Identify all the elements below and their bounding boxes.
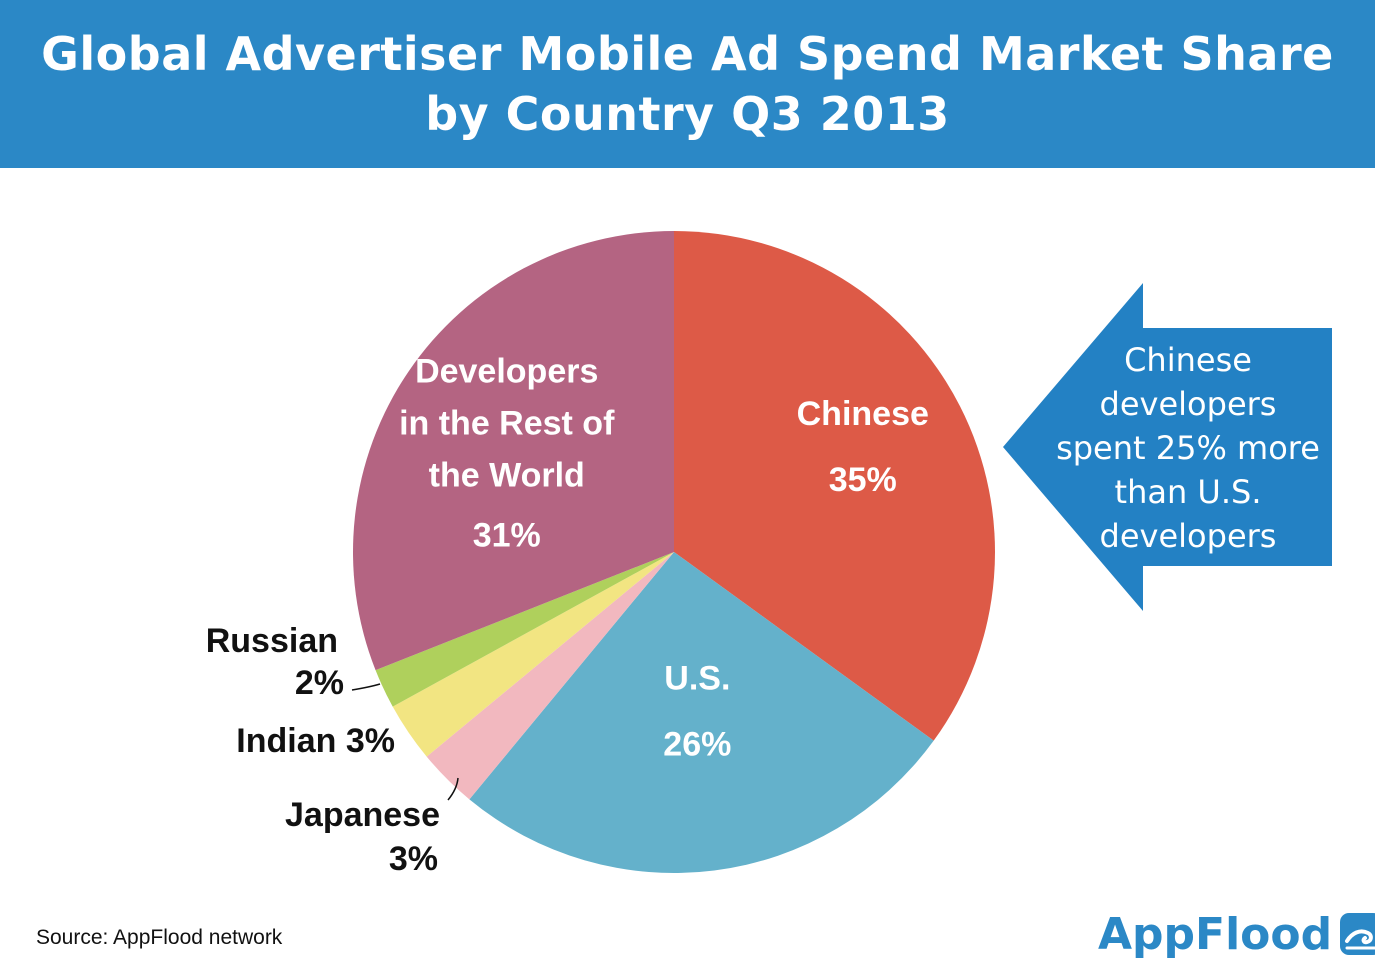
- name-label-u-s: U.S.: [664, 660, 730, 698]
- slice-indian: [392, 552, 674, 757]
- slice-developers-in-the-rest-of-the-world: [353, 231, 674, 671]
- source-note: Source: AppFlood network: [36, 926, 283, 949]
- slice-russian: [375, 552, 674, 707]
- name-label-japanese: Japanese: [285, 796, 440, 834]
- value-label-chinese: 35%: [829, 461, 897, 499]
- leader-line-japanese: [447, 777, 459, 801]
- appflood-wave-icon: [1340, 913, 1375, 955]
- chart-title: Global Advertiser Mobile Ad Spend Market…: [41, 27, 1334, 141]
- slice-chinese: [674, 231, 995, 741]
- name-label-russian: Russian: [206, 622, 338, 660]
- label-indian: Indian 3%: [236, 722, 395, 760]
- name-label-developers-in-the-rest-of-the-world: in the Rest of: [399, 404, 615, 442]
- name-label-chinese: Chinese: [797, 395, 929, 433]
- name-label-developers-in-the-rest-of-the-world: Developers: [415, 352, 598, 390]
- name-label-developers-in-the-rest-of-the-world: the World: [429, 456, 585, 494]
- leader-line-russian: [351, 683, 381, 691]
- slice-labels: Chinese 35% U.S. 26% Japanese 3% Indian 3% Russ…: [206, 352, 929, 878]
- logo-text: AppFlood: [1098, 908, 1333, 960]
- value-label-russian: 2%: [295, 664, 344, 702]
- value-label-developers-in-the-rest-of-the-world: 31%: [473, 516, 541, 554]
- callout-text: Chinese developers spent 25% more than U…: [1056, 341, 1320, 555]
- pie-slices: [353, 231, 995, 874]
- callout-arrow: [1003, 283, 1332, 611]
- value-label-u-s: 26%: [663, 726, 731, 764]
- value-label-japanese: 3%: [389, 840, 438, 878]
- slice-japanese: [426, 552, 674, 800]
- leader-lines: [351, 683, 459, 801]
- title-banner: Global Advertiser Mobile Ad Spend Market…: [0, 0, 1375, 168]
- appflood-logo: AppFlood: [1098, 904, 1375, 964]
- slice-u-s: [469, 552, 934, 874]
